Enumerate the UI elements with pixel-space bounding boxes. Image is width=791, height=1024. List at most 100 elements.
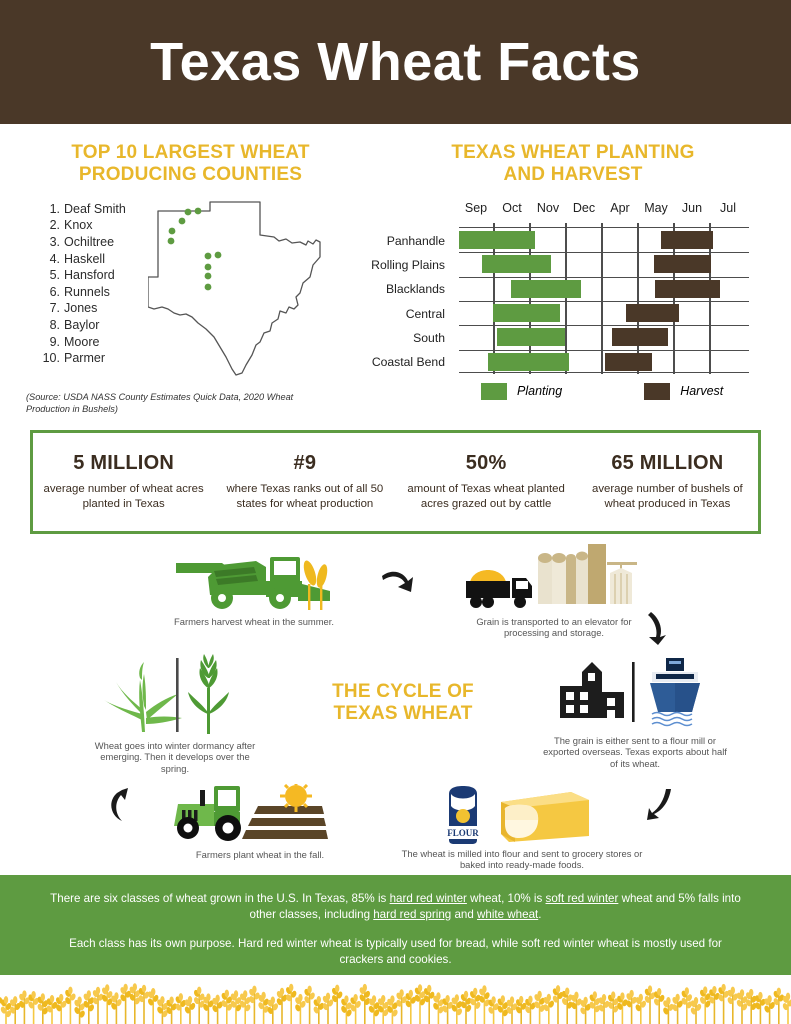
cycle-caption-harvest: Farmers harvest wheat in the summer. [174, 615, 334, 627]
wheat-growth-icon [98, 653, 246, 744]
wheat-decorative-border [0, 975, 791, 1024]
cycle-caption-dormancy: Wheat goes into winter dormancy after em… [94, 739, 256, 774]
band-text-part-underlined: white wheat [477, 907, 539, 921]
counties-title: TOP 10 LARGEST WHEAT PRODUCING COUNTIES [26, 142, 355, 187]
bar-harvest-coastal-bend [605, 352, 652, 371]
axis-tick-label: Jun [681, 200, 703, 215]
county-rank: 10. [42, 351, 60, 366]
page-title: Texas Wheat Facts [150, 32, 641, 92]
bar-planting-south [497, 328, 565, 347]
cycle-caption-plant: Farmers plant wheat in the fall. [195, 848, 325, 860]
chart-row-labels: Panhandle Rolling Plains Blacklands Cent… [355, 229, 451, 375]
stat-card: 50% amount of Texas wheat planted acres … [396, 452, 577, 512]
row-label: Coastal Bend [371, 355, 445, 370]
svg-text:FLOUR: FLOUR [447, 828, 479, 838]
band-text-part: There are six classes of wheat grown in … [50, 892, 390, 905]
stat-card: 5 MILLION average number of wheat acres … [33, 452, 214, 512]
bar-harvest-panhandle [661, 230, 713, 249]
legend-item-planting: Planting [481, 382, 562, 400]
stat-number: 50% [465, 451, 507, 474]
list-item: 7. Jones [42, 300, 146, 317]
list-item: 1. Deaf Smith [42, 201, 146, 218]
stat-description: where Texas ranks out of all 50 states f… [226, 482, 384, 510]
grid-line-v [529, 222, 531, 374]
list-item: 8. Baylor [42, 317, 146, 334]
cycle-title-line1: THE CYCLE OF [332, 680, 474, 702]
grid-line-h [459, 300, 749, 303]
chart-month-axis: Sep Oct Nov Dec Apr May Jun Jul [459, 201, 749, 227]
county-name: Runnels [64, 284, 110, 299]
list-item: 10. Parmer [42, 350, 146, 367]
chart-grid [459, 222, 749, 374]
young-wheat-plant-icon [104, 661, 182, 732]
combine-harvester-icon [170, 551, 335, 618]
cycle-caption-export: The grain is either sent to a flour mill… [543, 734, 727, 769]
axis-tick-label: Dec [572, 200, 596, 215]
county-name: Knox [64, 218, 93, 233]
band-text-part: . [538, 907, 542, 921]
silos-icon [538, 543, 637, 604]
grid-line-v [601, 222, 603, 374]
band-text-part: and [451, 907, 478, 921]
county-name: Haskell [64, 251, 105, 266]
list-item: 4. Haskell [42, 251, 146, 268]
stat-number: 65 MILLION [611, 451, 724, 474]
grid-line-v [637, 222, 639, 374]
county-name: Hansford [64, 268, 115, 283]
row-label: Central [405, 306, 445, 321]
cycle-caption-transport: Grain is transported to an elevator for … [476, 615, 632, 639]
row-label: South [413, 331, 445, 345]
county-name: Parmer [64, 351, 105, 366]
county-rank: 7. [49, 301, 60, 316]
axis-tick-label: Apr [610, 200, 630, 215]
arrow-down-left-icon [645, 787, 677, 828]
stat-description: average number of wheat acres planted in… [43, 482, 204, 510]
county-rank: 6. [49, 284, 60, 299]
axis-tick-label: Nov [536, 200, 560, 215]
grid-line-h [459, 349, 749, 351]
planting-harvest-chart: TEXAS WHEAT PLANTING AND HARVEST Panhand… [355, 142, 791, 416]
axis-tick-label: Oct [502, 200, 522, 215]
list-item: 6. Runnels [42, 284, 146, 301]
cycle-title-line2: TEXAS WHEAT [333, 703, 473, 725]
bar-planting-panhandle [459, 230, 535, 249]
grid-line-v [709, 222, 711, 374]
bar-planting-blacklands [511, 279, 581, 298]
counties-title-line1: TOP 10 LARGEST WHEAT [71, 142, 310, 163]
chart-title: TEXAS WHEAT PLANTING AND HARVEST [355, 142, 791, 187]
list-item: 9. Moore [42, 334, 146, 351]
county-rank: 8. [49, 317, 60, 332]
counties-list: 1. Deaf Smith 2. Knox 3. Ochiltree 4. Haskel… [26, 197, 146, 387]
row-label: Rolling Plains [371, 258, 445, 273]
axis-tick-label: May [644, 200, 668, 215]
band-text-part: wheat and 5% falls into other classes, i… [249, 892, 741, 921]
stat-card: #9 where Texas ranks out of all 50 state… [214, 452, 395, 512]
grid-line-v [493, 222, 495, 374]
county-name: Ochiltree [64, 235, 115, 249]
wheat-stalks-icon [0, 983, 791, 1024]
tractor-planting-icon [162, 779, 332, 851]
band-paragraph-2: Each class has its own purpose. Hard red… [69, 937, 722, 966]
band-paragraph-1: There are six classes of wheat grown in … [48, 891, 743, 922]
field-rows-icon [242, 805, 328, 839]
wheat-cycle-diagram: THE CYCLE OF TEXAS WHEAT [0, 538, 791, 871]
grain-truck-icon [466, 569, 532, 608]
row-label: Blacklands [386, 282, 445, 297]
cycle-caption-mill: The wheat is milled into flour and sent … [401, 847, 643, 871]
page-header: Texas Wheat Facts [0, 0, 791, 124]
county-rank: 3. [49, 235, 60, 249]
grid-line-v [673, 222, 675, 374]
chart-plot-area: Panhandle Rolling Plains Blacklands Cent… [355, 201, 791, 416]
band-text-part-underlined: hard red spring [373, 907, 452, 921]
county-name: Deaf Smith [64, 201, 126, 216]
divider-line [632, 661, 635, 722]
chart-legend: Planting Harvest [459, 382, 749, 400]
grid-line-h [459, 276, 749, 278]
tractor-icon [174, 785, 241, 841]
county-rank: 4. [49, 251, 60, 266]
stat-number: #9 [293, 451, 317, 474]
texas-map [147, 197, 323, 387]
grain-elevator-icon [460, 543, 638, 621]
list-item: 3. Ochiltree [42, 234, 146, 251]
bar-planting-rolling-plains [482, 255, 551, 274]
